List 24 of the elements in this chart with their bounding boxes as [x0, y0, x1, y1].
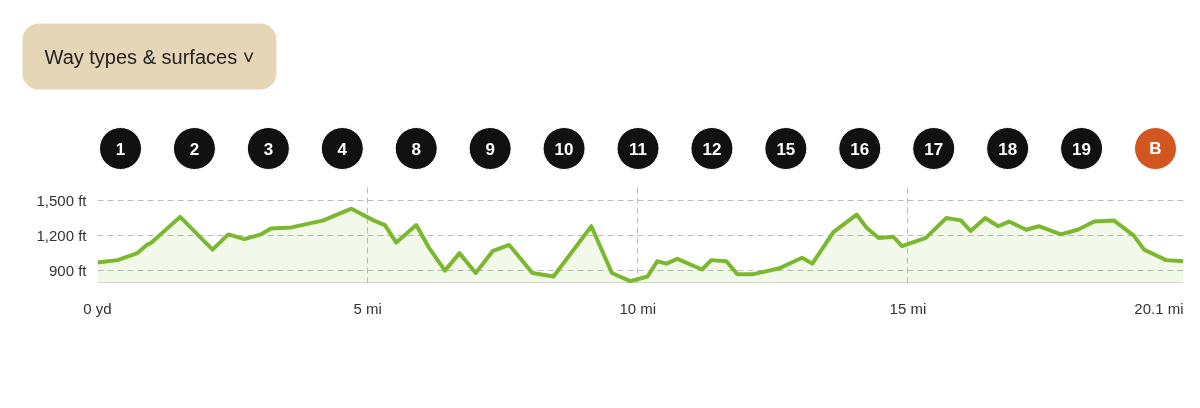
x-tick-label: 5 mi	[353, 300, 382, 317]
y-tick-label: 1,200 ft	[36, 227, 88, 245]
text: 17	[924, 139, 944, 159]
text: 3	[263, 139, 274, 159]
text: 4	[337, 139, 348, 159]
y-tick-label: 900 ft	[48, 262, 88, 280]
text: 12	[702, 139, 722, 159]
text: 11	[629, 139, 647, 159]
x-tick-label: 0 yd	[83, 300, 112, 317]
x-tick-label: 20.1 mi	[1134, 300, 1184, 317]
text: 1	[115, 139, 126, 159]
text: 9	[485, 139, 495, 159]
x-tick-label: 15 mi	[889, 300, 927, 317]
text: 10	[554, 139, 574, 159]
text: 18	[998, 139, 1018, 159]
text: 19	[1072, 139, 1092, 159]
y-tick-label: 1,500 ft	[36, 192, 88, 210]
text: 15	[776, 139, 796, 159]
text: B	[1149, 139, 1162, 158]
text: 16	[850, 139, 870, 159]
text: 8	[411, 139, 421, 159]
text: 2	[189, 139, 200, 159]
x-tick-label: 10 mi	[619, 300, 657, 317]
text: Way types & surfaces ˅	[44, 45, 255, 68]
